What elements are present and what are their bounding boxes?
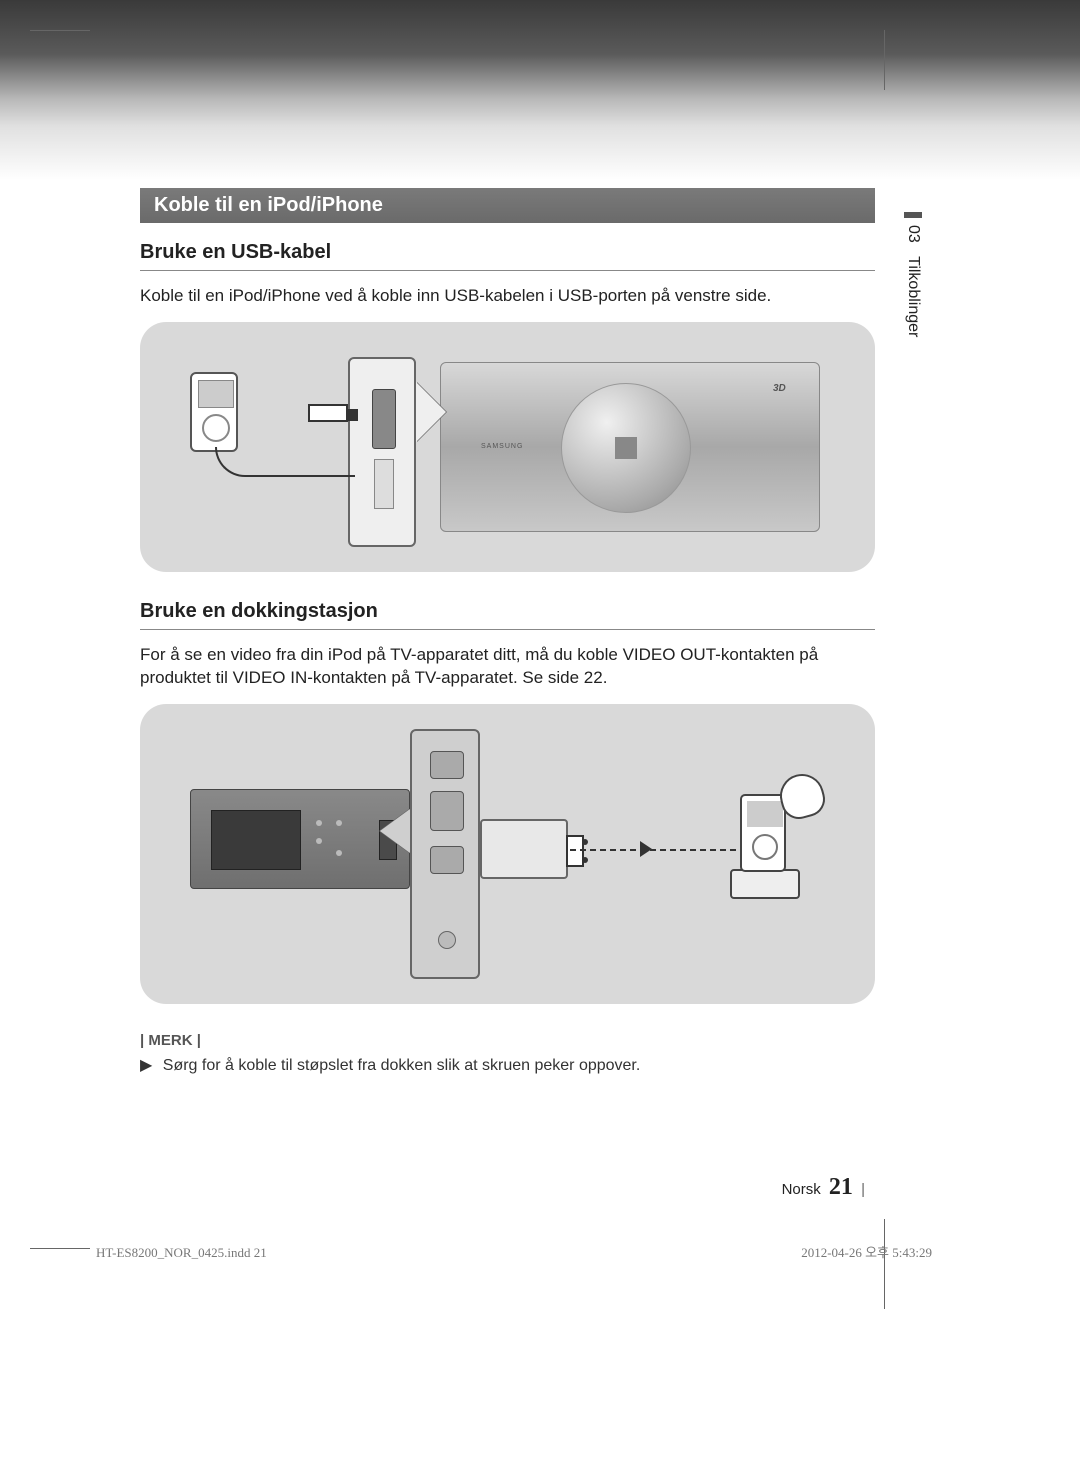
- page-footer-lang: Norsk 21 |: [782, 1174, 865, 1201]
- note-label: | MERK |: [140, 1032, 875, 1049]
- footer-page-number: 21: [829, 1174, 853, 1200]
- chapter-tab: 03 Tilkoblinger: [904, 225, 922, 337]
- usb-cable-icon: [215, 447, 355, 477]
- usb-plug-icon: [308, 404, 348, 422]
- dock-heading: Bruke en dokkingstasjon: [140, 600, 875, 630]
- note-item: ▶ Sørg for å koble til støpslet fra dokk…: [140, 1055, 875, 1075]
- footer-language: Norsk: [782, 1181, 821, 1198]
- footer-bar-icon: |: [861, 1181, 865, 1198]
- page-header-gradient: [0, 0, 1080, 180]
- player-rear-illustration: [190, 789, 410, 889]
- ipod-clickwheel-icon: [752, 834, 778, 860]
- ipod-port-icon: [374, 459, 394, 509]
- port-slot-icon: [430, 846, 464, 874]
- bluray-3d-logo-icon: 3D: [773, 383, 801, 397]
- ipod-device-icon: [740, 794, 786, 872]
- arrow-right-icon: [640, 841, 652, 857]
- usb-text: Koble til en iPod/iPhone ved å koble inn…: [140, 285, 875, 308]
- ipod-clickwheel-icon: [202, 414, 230, 442]
- ipod-screen-icon: [198, 380, 234, 408]
- port-slot-icon: [430, 751, 464, 779]
- dock-diagram: [140, 704, 875, 1004]
- imprint-timestamp: 2012-04-26 오후 5:43:29: [801, 1242, 932, 1261]
- imprint-filename: HT-ES8200_NOR_0425.indd 21: [96, 1245, 267, 1261]
- note-text: Sørg for å koble til støpslet fra dokken…: [163, 1057, 641, 1074]
- ipod-device-icon: [190, 372, 238, 452]
- chapter-tab-marker: [904, 212, 922, 218]
- usb-diagram: 3D SAMSUNG: [140, 322, 875, 572]
- crop-mark: [30, 30, 90, 31]
- rear-buttons-icon: [316, 820, 366, 860]
- crop-mark: [884, 30, 885, 90]
- crop-mark: [30, 1248, 90, 1249]
- video-connector-panel-icon: [480, 819, 568, 879]
- brand-label: SAMSUNG: [481, 443, 523, 450]
- player-front-illustration: 3D SAMSUNG: [440, 362, 820, 532]
- section-title: Koble til en iPod/iPhone: [154, 194, 383, 216]
- ipod-screen-icon: [747, 801, 783, 827]
- rear-panel-area-icon: [211, 810, 301, 870]
- usb-heading: Bruke en USB-kabel: [140, 241, 875, 271]
- player-dial-icon: [561, 383, 691, 513]
- player-side-panel-illustration: [348, 357, 416, 547]
- callout-pointer-icon: [380, 809, 410, 853]
- callout-pointer-icon: [416, 382, 446, 442]
- dock-text: For å se en video fra din iPod på TV-app…: [140, 644, 875, 690]
- chapter-number: 03: [905, 225, 922, 243]
- page-content: Koble til en iPod/iPhone Bruke en USB-ka…: [140, 188, 875, 1075]
- port-circle-icon: [438, 931, 456, 949]
- port-slot-icon: [430, 791, 464, 831]
- video-jack-icon: [566, 835, 584, 867]
- triangle-bullet-icon: ▶: [140, 1055, 152, 1075]
- dock-base-icon: [730, 869, 800, 899]
- crop-mark: [884, 1219, 885, 1309]
- dock-cable-icon: [570, 849, 740, 851]
- usb-port-icon: [372, 389, 396, 449]
- section-title-bar: Koble til en iPod/iPhone: [140, 188, 875, 223]
- rear-port-panel-illustration: [410, 729, 480, 979]
- chapter-name: Tilkoblinger: [905, 256, 922, 337]
